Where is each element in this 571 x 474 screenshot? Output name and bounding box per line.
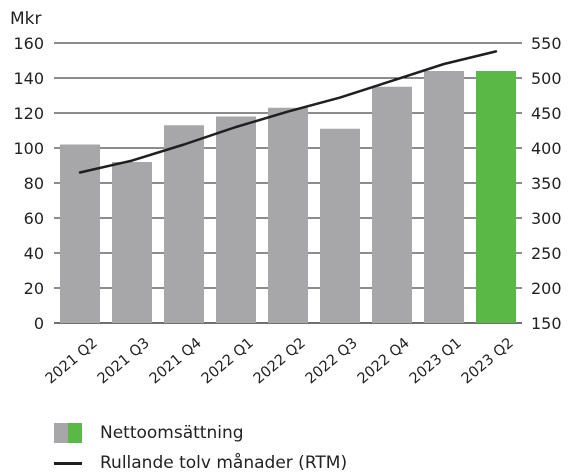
category-label: 2021 Q4 bbox=[147, 335, 205, 387]
right-tick-label: 550 bbox=[531, 34, 562, 53]
category-label: 2021 Q3 bbox=[95, 335, 153, 387]
bar-2022-q1 bbox=[216, 116, 256, 323]
legend-swatch-green bbox=[68, 423, 82, 443]
legend-label-line: Rullande tolv månader (RTM) bbox=[100, 453, 348, 473]
right-axis: 150 200 250 300 350 400 450 500 550 bbox=[531, 34, 562, 333]
right-tick-label: 450 bbox=[531, 104, 562, 123]
left-tick-label: 0 bbox=[34, 314, 44, 333]
bar-2022-q2 bbox=[268, 107, 308, 323]
rtm-line bbox=[78, 50, 498, 174]
bar-2022-q3 bbox=[320, 128, 360, 323]
left-tick-label: 140 bbox=[13, 69, 44, 88]
category-label: 2022 Q4 bbox=[355, 335, 413, 387]
left-tick-label: 100 bbox=[13, 139, 44, 158]
bar-2023-q1 bbox=[424, 71, 464, 323]
bar-2021-q3 bbox=[112, 162, 152, 323]
category-label: 2022 Q2 bbox=[251, 335, 309, 387]
combo-chart: Mkr 0 20 40 60 80 100 120 140 160 150 200 250 300 35… bbox=[10, 9, 562, 387]
left-tick-label: 80 bbox=[24, 174, 44, 193]
category-label: 2022 Q1 bbox=[199, 335, 257, 387]
bar-series bbox=[60, 71, 516, 323]
bar-2022-q4 bbox=[372, 86, 412, 323]
category-label: 2023 Q1 bbox=[407, 335, 465, 387]
right-tick-label: 200 bbox=[531, 279, 562, 298]
legend: Nettoomsättning Rullande tolv månader (R… bbox=[54, 418, 347, 474]
left-axis-unit: Mkr bbox=[10, 9, 42, 29]
left-tick-label: 120 bbox=[13, 104, 44, 123]
right-tick-label: 300 bbox=[531, 209, 562, 228]
category-label: 2023 Q2 bbox=[459, 335, 517, 387]
right-tick-label: 350 bbox=[531, 174, 562, 193]
bar-2023-q2 bbox=[476, 71, 516, 323]
legend-label-bars: Nettoomsättning bbox=[100, 423, 244, 443]
right-tick-label: 400 bbox=[531, 139, 562, 158]
left-tick-label: 20 bbox=[24, 279, 44, 298]
left-axis: 0 20 40 60 80 100 120 140 160 bbox=[13, 34, 44, 333]
right-tick-label: 500 bbox=[531, 69, 562, 88]
legend-item-bars: Nettoomsättning bbox=[54, 418, 347, 448]
line-series bbox=[78, 50, 498, 174]
category-label: 2021 Q2 bbox=[43, 335, 101, 387]
legend-line-swatch-icon bbox=[54, 461, 82, 465]
bar-2021-q2 bbox=[60, 144, 100, 323]
right-tick-label: 250 bbox=[531, 244, 562, 263]
legend-swatch-gray bbox=[54, 423, 68, 443]
bar-2021-q4 bbox=[164, 125, 204, 323]
left-tick-label: 160 bbox=[13, 34, 44, 53]
right-tick-label: 150 bbox=[531, 314, 562, 333]
left-tick-label: 40 bbox=[24, 244, 44, 263]
category-label: 2022 Q3 bbox=[303, 335, 361, 387]
legend-bar-swatch-icon bbox=[54, 423, 82, 443]
legend-item-line: Rullande tolv månader (RTM) bbox=[54, 448, 347, 474]
left-tick-label: 60 bbox=[24, 209, 44, 228]
